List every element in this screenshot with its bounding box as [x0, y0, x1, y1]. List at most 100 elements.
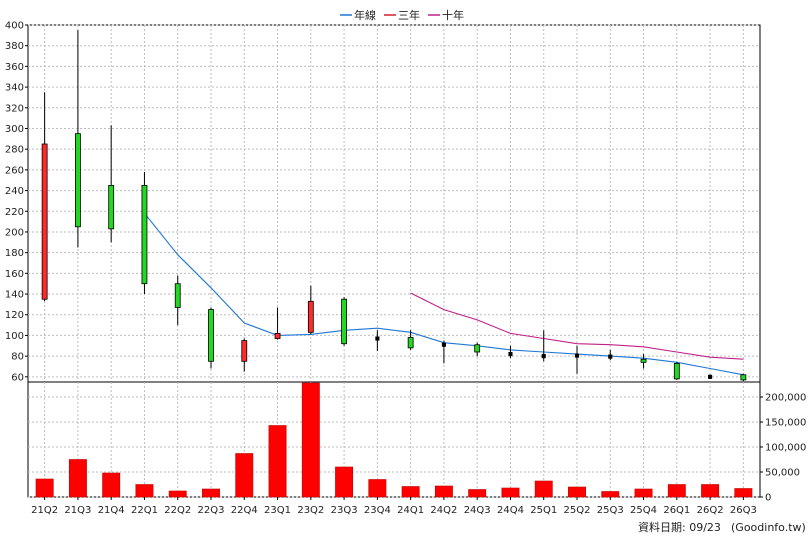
candle-body	[375, 336, 380, 341]
volume-bar	[135, 484, 154, 498]
x-tick-label: 23Q1	[264, 505, 291, 516]
volume-bar	[667, 484, 686, 498]
volume-panel: 0 50,000 100,000 150,000 200,000	[27, 381, 806, 504]
volume-bar	[35, 478, 54, 498]
x-tick-label: 26Q3	[730, 505, 757, 516]
x-tick-label: 23Q4	[364, 505, 391, 516]
x-tick-label: 22Q4	[231, 505, 258, 516]
footer-source: (Goodinfo.tw)	[731, 521, 806, 534]
price-tick-label: 120	[5, 310, 24, 321]
x-tick-label: 22Q2	[164, 505, 191, 516]
candle-body	[474, 344, 481, 353]
candle-body	[407, 337, 414, 349]
footer-date: 資料日期: 09/23	[638, 520, 721, 534]
x-tick-label: 24Q4	[497, 505, 524, 516]
price-tick-label: 380	[5, 41, 24, 52]
candle-body	[608, 354, 613, 359]
price-tick-label: 220	[5, 207, 24, 218]
volume-bar	[301, 382, 320, 498]
price-tick-label: 340	[5, 83, 24, 94]
volume-bar	[634, 488, 653, 498]
candle-body	[241, 340, 248, 362]
volume-bar	[401, 486, 420, 498]
ma-10year-line	[410, 292, 744, 360]
price-tick-label: 280	[5, 145, 24, 156]
candle-body	[174, 283, 181, 308]
candle-body	[341, 298, 347, 345]
candle-body	[41, 143, 48, 300]
price-tick-label: 140	[5, 290, 24, 301]
legend-label-3year: 三年	[398, 8, 420, 22]
x-tick-label: 22Q3	[198, 505, 225, 516]
volume-tick-label: 50,000	[765, 468, 800, 479]
candle-body	[307, 300, 314, 333]
x-tick-label: 26Q1	[663, 505, 690, 516]
x-tick-label: 25Q1	[530, 505, 557, 516]
volume-bar	[268, 425, 287, 498]
candle-body	[708, 374, 713, 379]
x-tick-label: 25Q4	[630, 505, 657, 516]
candle-body	[108, 184, 115, 230]
price-tick-label: 300	[5, 124, 24, 135]
price-tick-label: 100	[5, 331, 24, 342]
x-tick-label: 21Q2	[31, 505, 58, 516]
legend-label-year: 年線	[354, 8, 376, 22]
price-tick-label: 360	[5, 62, 24, 73]
price-tick-label: 400	[5, 21, 24, 32]
price-tick-label: 200	[5, 227, 24, 238]
price-tick-label: 80	[11, 352, 24, 363]
x-tick-label: 24Q3	[464, 505, 491, 516]
volume-bar	[734, 488, 753, 498]
volume-bar	[168, 490, 187, 498]
x-tick-label: 22Q1	[131, 505, 158, 516]
candle-body	[274, 332, 281, 339]
x-tick-label: 24Q1	[397, 505, 424, 516]
legend-label-10year: 十年	[442, 8, 464, 22]
candle-body	[441, 342, 446, 347]
volume-frame	[27, 381, 761, 498]
candle-body	[208, 309, 214, 362]
volume-bar	[202, 488, 220, 498]
price-frame	[27, 24, 761, 383]
x-tick-label: 24Q2	[430, 505, 457, 516]
volume-bar	[68, 459, 87, 498]
x-tick-label: 25Q3	[597, 505, 624, 516]
candle-body	[640, 358, 647, 363]
candle-body	[740, 374, 747, 381]
volume-tick-label: 0	[765, 493, 771, 504]
x-axis: 21Q2 21Q3 21Q4 22Q1 22Q2 22Q3 22Q4 23Q1 23Q2 23Q3…	[31, 497, 757, 516]
legend: 年線 三年 十年	[340, 8, 464, 22]
volume-bar	[534, 480, 553, 498]
volume-bar	[501, 487, 520, 498]
volume-bar	[368, 479, 387, 498]
price-tick-label: 320	[5, 103, 24, 114]
candle-body	[673, 362, 680, 380]
volume-bar	[568, 486, 586, 498]
x-tick-label: 21Q4	[98, 505, 125, 516]
price-panel: 60 80 100 120 140 160 180 200 220 240 260 280 300 320…	[5, 21, 761, 383]
candle-body	[508, 352, 513, 357]
volume-bar	[701, 484, 720, 498]
volume-bar	[335, 466, 354, 498]
price-tick-label: 160	[5, 269, 24, 280]
price-tick-label: 180	[5, 248, 24, 259]
x-tick-label: 26Q2	[697, 505, 724, 516]
volume-tick-label: 150,000	[765, 418, 806, 429]
candle-body	[574, 353, 580, 358]
volume-bar	[601, 491, 620, 498]
volume-bar	[434, 485, 453, 498]
volume-tick-label: 100,000	[765, 443, 806, 454]
x-tick-label: 25Q2	[564, 505, 591, 516]
candle-body	[541, 354, 546, 359]
price-tick-label: 240	[5, 186, 24, 197]
x-tick-label: 21Q3	[64, 505, 91, 516]
x-tick-label: 23Q3	[331, 505, 358, 516]
candle-body	[141, 184, 148, 285]
price-tick-label: 60	[11, 372, 24, 383]
volume-bar	[468, 489, 487, 498]
volume-tick-label: 200,000	[765, 393, 806, 404]
price-tick-label: 260	[5, 165, 24, 176]
volume-bar	[102, 472, 121, 498]
candle-body	[75, 133, 81, 228]
